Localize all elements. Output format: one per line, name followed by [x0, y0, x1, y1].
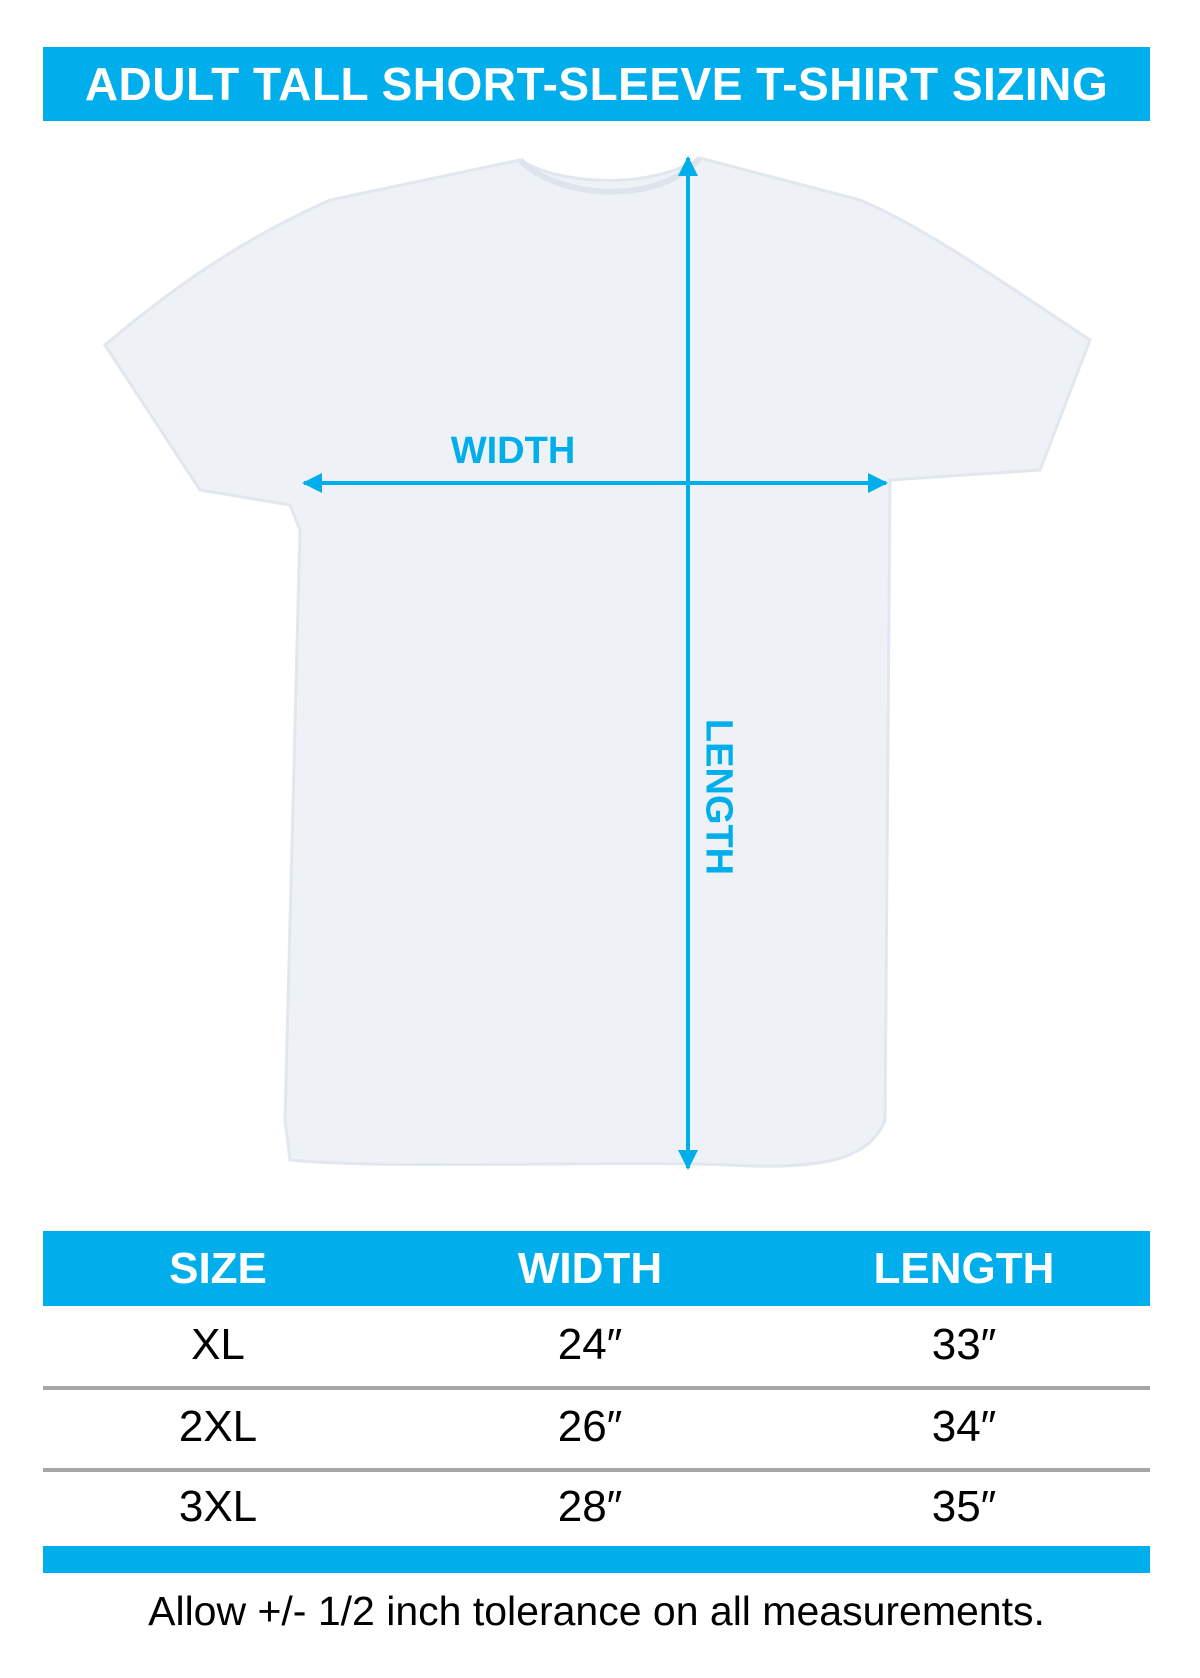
width-cell: 24″ [557, 1320, 623, 1369]
tshirt-diagram [103, 156, 1092, 1170]
table-footer-bar [43, 1546, 1150, 1573]
header-length: LENGTH [873, 1244, 1055, 1293]
width-label: WIDTH [450, 430, 576, 472]
width-cell: 26″ [557, 1402, 623, 1451]
table-row: 2XL 26″ 34″ [43, 1388, 1150, 1468]
header-size: SIZE [169, 1244, 267, 1293]
size-cell: 2XL [178, 1402, 258, 1451]
table-row: XL 24″ 33″ [43, 1306, 1150, 1386]
size-cell: 3XL [178, 1482, 258, 1531]
tolerance-note: Allow +/- 1/2 inch tolerance on all meas… [148, 1588, 1045, 1634]
tshirt-shape [103, 156, 1092, 1168]
width-cell: 28″ [557, 1482, 623, 1531]
length-cell: 35″ [931, 1482, 997, 1531]
row-divider [43, 1386, 1150, 1390]
length-cell: 33″ [931, 1320, 997, 1369]
title-banner: ADULT TALL SHORT-SLEEVE T-SHIRT SIZING [43, 47, 1150, 121]
table-header: SIZE WIDTH LENGTH [43, 1231, 1150, 1306]
table-row: 3XL 28″ 35″ [43, 1468, 1150, 1548]
length-cell: 34″ [931, 1402, 997, 1451]
length-label: LENGTH [697, 718, 740, 876]
header-width: WIDTH [517, 1244, 663, 1293]
row-divider [43, 1468, 1150, 1472]
size-cell: XL [191, 1320, 245, 1369]
